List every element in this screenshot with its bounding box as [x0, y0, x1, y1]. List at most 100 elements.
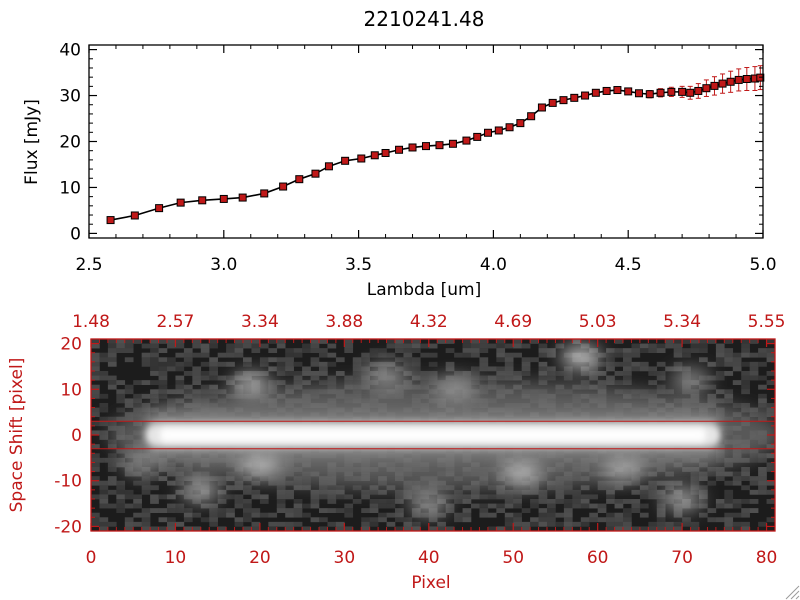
data-point	[106, 216, 115, 225]
chart-title: 2210241.48	[364, 7, 485, 31]
image-top-tick-label: 5.03	[579, 312, 617, 332]
y-tick-label: 30	[59, 87, 81, 107]
image-sources	[121, 345, 711, 516]
data-point	[678, 87, 687, 96]
spectrum-x-axis-label: Lambda [um]	[367, 280, 481, 300]
image-x-tick-label: 70	[671, 548, 693, 568]
image-top-tick-label: 3.34	[241, 312, 279, 332]
x-tick-label: 4.5	[615, 255, 642, 275]
data-point	[219, 194, 228, 203]
image-top-tick-label: 1.48	[72, 312, 110, 332]
data-point	[198, 196, 207, 205]
spectrum-y-axis-label: Flux [mJy]	[22, 99, 42, 185]
data-point	[527, 112, 536, 121]
image-y-axis-label: Space Shift [pixel]	[7, 358, 27, 513]
x-tick-label: 2.5	[75, 255, 102, 275]
data-point	[238, 193, 247, 202]
data-point	[473, 132, 482, 141]
image-top-tick-label: 3.88	[325, 312, 363, 332]
image-top-tick-label: 2.57	[157, 312, 195, 332]
image-x-tick-label: 0	[86, 548, 97, 568]
data-point	[734, 75, 743, 84]
data-point	[395, 145, 404, 154]
data-point	[686, 88, 695, 97]
spectrum-x-ticks: 2.5 3.0 3.5 4.0 4.5 5.0	[75, 45, 777, 275]
data-point	[702, 84, 711, 93]
image-top-tick-label: 5.34	[663, 312, 701, 332]
image-blob	[180, 477, 221, 502]
data-point	[341, 156, 350, 165]
data-point	[279, 182, 288, 191]
image-blob	[366, 363, 407, 388]
data-point	[435, 141, 444, 150]
data-point	[548, 98, 557, 107]
image-y-tick-label: -20	[54, 517, 82, 537]
image-x-tick-label: 50	[502, 548, 524, 568]
data-point	[645, 90, 654, 99]
data-point	[155, 204, 164, 213]
data-point	[718, 79, 727, 88]
y-tick-label: 10	[59, 178, 81, 198]
data-point	[624, 87, 633, 96]
image-x-tick-label: 80	[756, 548, 778, 568]
data-point	[516, 119, 525, 128]
image-blob	[231, 372, 272, 397]
data-point	[667, 87, 676, 96]
data-point	[422, 142, 430, 151]
data-point	[130, 211, 139, 220]
image-x-ticks: 0 10 20 30 40 50 60 70 80	[86, 523, 778, 568]
data-point	[357, 154, 366, 163]
data-point	[602, 86, 611, 95]
extraction-window-lines	[91, 420, 775, 450]
image-x-tick-label: 20	[249, 548, 271, 568]
data-point	[505, 123, 514, 132]
image-x-axis-label: Pixel	[411, 573, 450, 593]
image-y-ticks: -20 -10 0 10 20	[54, 335, 775, 537]
x-tick-label: 4.0	[480, 255, 507, 275]
spectrum-image	[91, 339, 775, 531]
data-point	[462, 136, 471, 145]
image-x-tick-label: 40	[418, 548, 440, 568]
data-point	[324, 162, 333, 171]
image-top-wavelength-ticks: 1.48 2.57 3.34 3.88 4.32 4.69 5.03 5.34 5.55	[72, 312, 785, 347]
spectral-trace	[141, 413, 725, 457]
data-point	[484, 128, 493, 137]
image-y-tick-label: 10	[60, 380, 82, 400]
image-y-tick-label: -10	[54, 472, 82, 492]
spectrum-line	[110, 76, 761, 221]
data-point	[537, 103, 546, 112]
image-blob	[560, 345, 601, 370]
data-point	[742, 75, 751, 84]
data-point	[494, 126, 503, 135]
y-tick-label: 40	[59, 41, 81, 61]
x-tick-label: 5.0	[749, 255, 776, 275]
image-top-tick-label: 5.55	[748, 312, 786, 332]
data-point	[634, 89, 643, 98]
image-blob	[662, 487, 703, 511]
image-top-tick-label: 4.32	[410, 312, 448, 332]
image-x-tick-label: 10	[165, 548, 187, 568]
data-point	[311, 169, 320, 178]
image-blob	[434, 377, 475, 402]
resize-grip-icon[interactable]	[785, 585, 800, 600]
image-blob	[501, 459, 542, 484]
data-point	[656, 88, 665, 97]
image-blob	[408, 491, 449, 516]
data-point	[381, 148, 390, 157]
data-point	[613, 86, 622, 95]
image-blob	[670, 368, 711, 393]
data-point	[370, 151, 379, 160]
data-point	[408, 143, 417, 152]
data-point	[591, 88, 600, 97]
data-point	[260, 189, 269, 198]
image-blob	[121, 450, 162, 475]
image-x-tick-label: 60	[587, 548, 609, 568]
spectrum-panel: 2210241.48 2.5 3.0 3.5 4.0 4.5 5.0 010203040 …	[22, 7, 777, 300]
data-point	[295, 175, 304, 184]
data-point	[710, 81, 719, 90]
x-tick-label: 3.0	[210, 255, 237, 275]
data-point	[448, 139, 457, 148]
image-y-tick-label: 0	[71, 426, 82, 446]
x-tick-label: 3.5	[345, 255, 372, 275]
